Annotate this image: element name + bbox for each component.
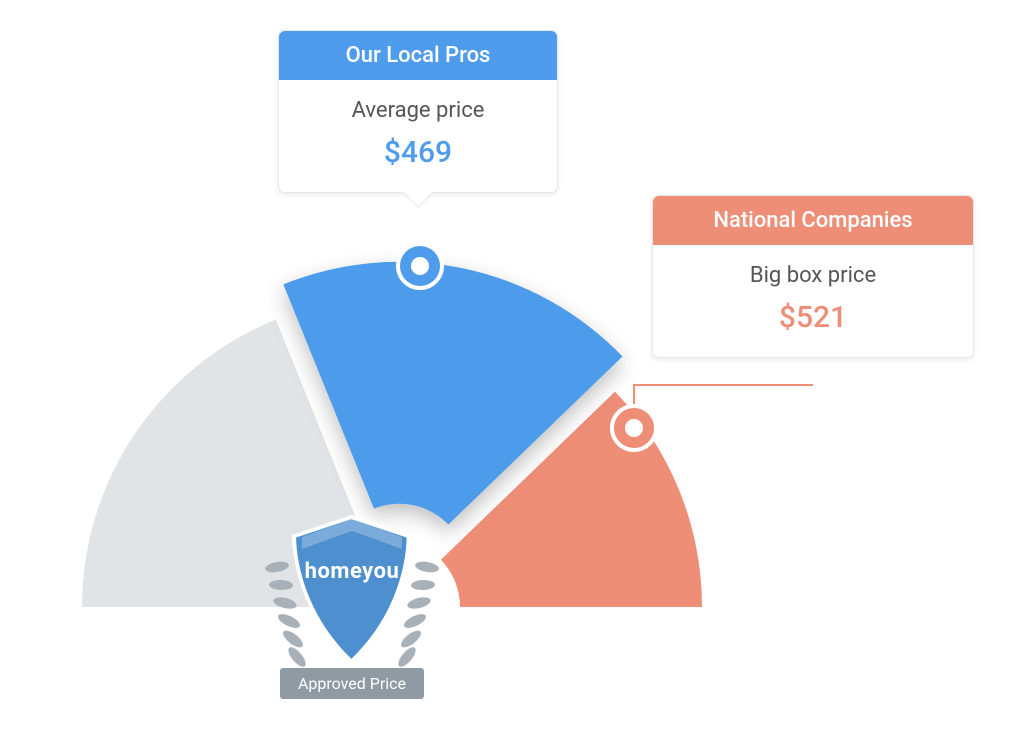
infographic-root: Our Local Pros Average price $469 Nation… [0, 0, 1024, 738]
badge-ribbon-text: Approved Price [280, 668, 424, 699]
approved-price-badge: homeyou Approved Price [252, 497, 452, 717]
callout-header: Our Local Pros [279, 31, 557, 80]
brand-name: homeyou [305, 559, 400, 584]
callout-national-companies: National Companies Big box price $521 [652, 195, 974, 358]
local-price-value: $469 [289, 135, 547, 170]
national-price-value: $521 [663, 300, 963, 335]
callout-header: National Companies [653, 196, 973, 245]
callout-subtitle: Big box price [663, 263, 963, 288]
callout-subtitle: Average price [289, 98, 547, 123]
callout-local-pros: Our Local Pros Average price $469 [278, 30, 558, 193]
